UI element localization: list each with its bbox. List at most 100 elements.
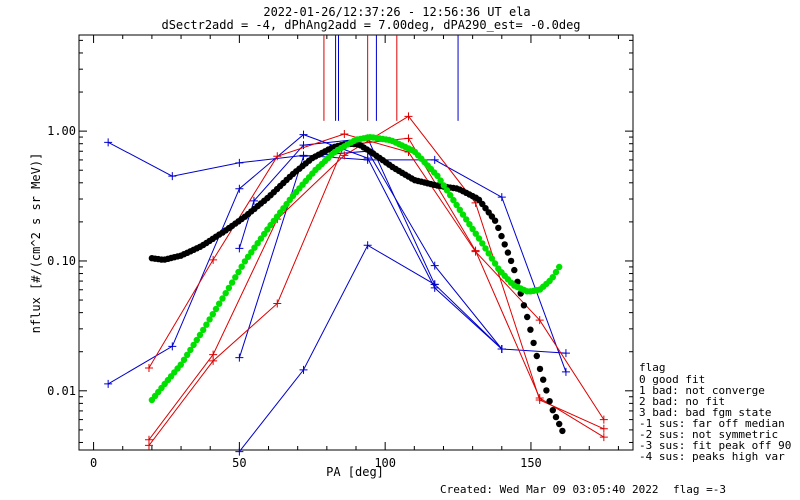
data-point-marker xyxy=(497,193,506,202)
series-line xyxy=(148,133,605,420)
fit-curve-dot xyxy=(530,339,537,347)
fit-curve-dot xyxy=(184,351,191,358)
data-point-marker xyxy=(404,112,413,121)
series-line xyxy=(107,141,567,372)
fit-curve-dot xyxy=(219,295,226,302)
fit-curve-dot xyxy=(559,427,566,435)
peak-markers xyxy=(323,35,459,121)
fit-curve-dot xyxy=(443,187,451,194)
chart-title-line2: dSectr2add = -4, dPhAng2add = 7.00deg, d… xyxy=(161,18,580,32)
fit-curve-dot xyxy=(549,407,556,414)
data-point-marker xyxy=(144,363,153,372)
fit-curve-dot xyxy=(261,230,268,238)
series-line xyxy=(148,137,605,446)
data-point-marker xyxy=(363,154,372,163)
fit-curve-dot xyxy=(556,263,563,271)
fit-curve-dot xyxy=(498,232,505,240)
fit-curve-dot xyxy=(437,177,444,184)
fit-curve-dot xyxy=(254,240,261,247)
data-point-marker xyxy=(430,280,439,289)
fit-curve-dot xyxy=(196,331,204,339)
y-tick-label: 1.00 xyxy=(47,124,76,138)
fit-curve-dot xyxy=(177,361,184,368)
data-point-marker xyxy=(104,379,113,388)
fit-curve-dot xyxy=(244,253,252,260)
created-timestamp: Created: Wed Mar 09 03:05:40 2022 xyxy=(440,483,659,496)
fit-curve-dot xyxy=(501,241,508,248)
legend-item: -2 sus: not symmetric xyxy=(639,428,778,441)
fit-curve-dot xyxy=(540,376,547,383)
data-point-marker xyxy=(235,158,244,167)
x-tick-label: 50 xyxy=(232,456,246,470)
fit-curve-dot xyxy=(257,235,265,242)
flag-value: flag =-3 xyxy=(673,483,726,496)
data-point-marker xyxy=(430,155,439,164)
fit-curve-dot xyxy=(212,305,220,313)
fit-curve-dot xyxy=(549,274,556,281)
fit-curve-dot xyxy=(447,192,454,199)
data-point-marker xyxy=(249,196,258,205)
fit-curve-dot xyxy=(440,182,447,189)
data-point-marker xyxy=(535,394,544,403)
fit-curves xyxy=(148,134,566,435)
data-point-marker xyxy=(235,353,244,362)
fit-curve-dot xyxy=(235,268,242,276)
fit-curve-dot xyxy=(552,268,560,276)
data-point-marker xyxy=(273,299,282,308)
fit-curve-dot xyxy=(533,352,540,360)
data-point-marker xyxy=(599,424,608,433)
fit-curve-dot xyxy=(469,225,476,233)
series-line xyxy=(238,150,503,358)
legend-item: -4 sus: peaks high var xyxy=(639,450,785,463)
fit-curve-dot xyxy=(434,172,441,179)
fit-curve-dot xyxy=(527,326,534,333)
plot-area: 0 50 100 150 0.01 0.10 1.00 xyxy=(47,34,634,470)
data-point-marker xyxy=(363,241,372,250)
fit-curve-dot xyxy=(491,260,499,267)
data-point-marker xyxy=(104,138,113,147)
fit-curve-dot xyxy=(488,255,496,262)
fit-curve-dot xyxy=(543,387,550,394)
data-point-marker xyxy=(209,255,218,264)
data-point-marker xyxy=(599,433,608,442)
data-point-marker xyxy=(561,367,570,376)
fit-curve-dot xyxy=(479,240,486,247)
fit-curve-dot xyxy=(507,257,515,265)
fit-curve-dot xyxy=(472,230,479,237)
fit-curve-dot xyxy=(511,266,518,274)
legend-item: 1 bad: not converge xyxy=(639,384,765,397)
fit-curve-dot xyxy=(524,313,531,321)
fit-curve-dot xyxy=(466,221,473,228)
fit-curve-dot xyxy=(485,250,492,257)
data-point-marker xyxy=(235,447,244,456)
fit-curve-dot xyxy=(482,245,489,252)
axes: 0 50 100 150 0.01 0.10 1.00 xyxy=(47,35,633,470)
data-point-marker xyxy=(273,152,282,161)
legend-item: 2 bad: no fit xyxy=(639,395,725,408)
data-point-marker xyxy=(599,415,608,424)
fit-curve-dot xyxy=(504,249,512,256)
fit-curve-dot xyxy=(232,274,239,281)
data-point-marker xyxy=(235,244,244,253)
fit-curve-dot xyxy=(520,302,528,309)
y-tick-label: 0.10 xyxy=(47,254,76,268)
fit-curve-dot xyxy=(552,413,560,421)
data-point-marker xyxy=(168,342,177,351)
fit-curve-dot xyxy=(187,346,194,354)
data-point-marker xyxy=(340,151,349,160)
fit-curve-dot xyxy=(216,300,223,307)
legend-item: 3 bad: bad fgm state xyxy=(639,406,771,419)
data-point-marker xyxy=(299,152,308,161)
x-tick-label: 0 xyxy=(90,456,97,470)
fit-curve-dot xyxy=(248,249,255,256)
fit-curve-dot xyxy=(251,244,258,251)
fit-curve-dot xyxy=(200,326,207,334)
fit-curve-dot xyxy=(238,263,245,270)
data-point-marker xyxy=(235,184,244,193)
data-point-marker xyxy=(430,261,439,270)
fit-curve-dot xyxy=(225,284,233,292)
legend-title: flag xyxy=(639,361,666,374)
fit-curve-dot xyxy=(475,235,483,242)
data-point-marker xyxy=(404,134,413,143)
fit-curve-dot xyxy=(556,420,563,428)
